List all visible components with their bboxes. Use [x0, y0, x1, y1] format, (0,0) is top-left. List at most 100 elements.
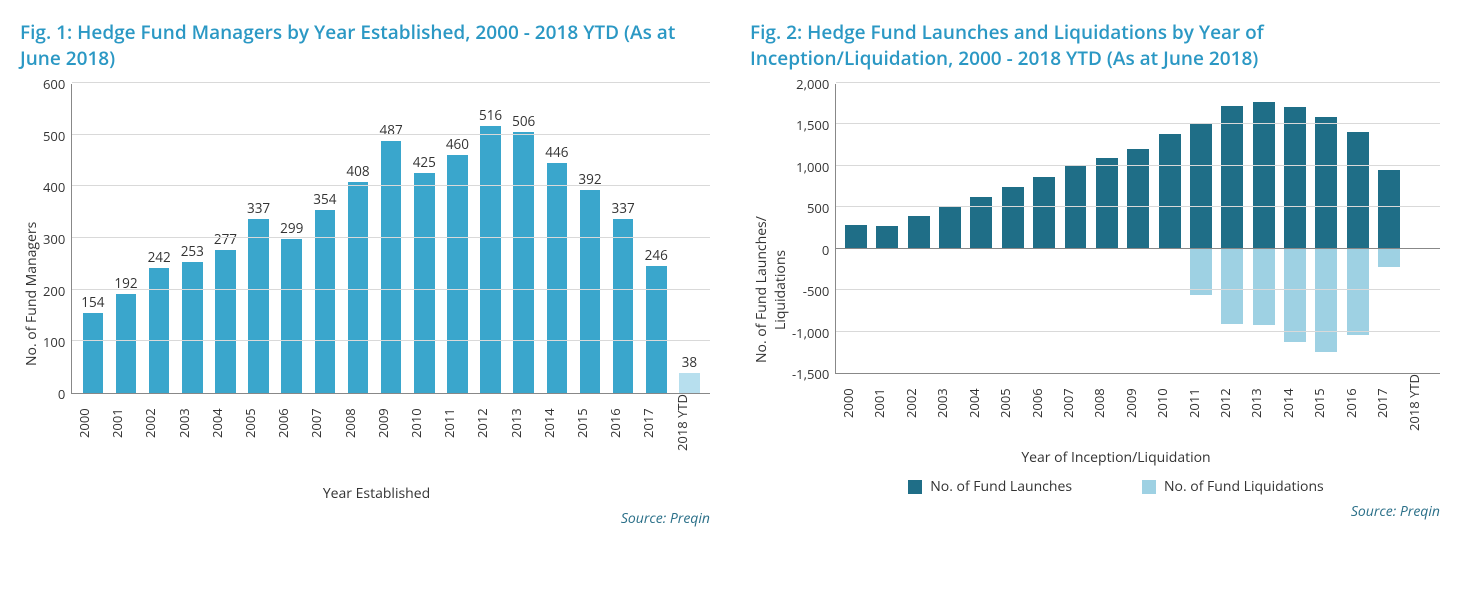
fig1-xtick: 2018 YTD [673, 394, 706, 456]
bar-slot: 299 [275, 84, 308, 393]
bar [116, 294, 137, 393]
fig2-body: No. of Fund Launches/ Liquidations 2,000… [750, 84, 1440, 496]
fig2-xtick: 2017 [1373, 374, 1404, 436]
liquidation-bar [1190, 249, 1212, 295]
fig2-ytick-spacer [792, 374, 835, 436]
bar-slot: 38 [673, 84, 706, 393]
fig1-ytick-spacer [43, 394, 71, 456]
launch-bar [1284, 107, 1306, 249]
gridline [72, 82, 710, 83]
bar-value-label: 253 [181, 242, 204, 260]
legend-swatch [908, 480, 922, 494]
gridline [72, 134, 710, 135]
bar-slot: 192 [109, 84, 142, 393]
fig2-source: Source: Preqin [750, 502, 1440, 521]
bar [215, 250, 236, 393]
fig1-xtick: 2016 [606, 394, 639, 456]
fig1-xtick: 2001 [108, 394, 141, 456]
launch-bar [1347, 132, 1369, 249]
bar [83, 313, 104, 393]
legend-label: No. of Fund Liquidations [1164, 477, 1324, 496]
legend-item: No. of Fund Liquidations [1142, 477, 1324, 496]
bar-value-label: 408 [346, 162, 369, 180]
fig2-yticks: 2,0001,5001,0005000-500-1,000-1,500 [792, 84, 835, 374]
fig2-xtick: 2004 [965, 374, 996, 436]
fig2-xtick: 2018 YTD [1405, 374, 1436, 436]
bar-value-label: 460 [446, 135, 469, 153]
charts-row: Fig. 1: Hedge Fund Managers by Year Esta… [20, 20, 1440, 528]
fig2-xtick: 2000 [839, 374, 870, 436]
launch-bar [970, 197, 992, 248]
legend-label: No. of Fund Launches [930, 477, 1072, 496]
fig2-ylabel: No. of Fund Launches/ Liquidations [750, 84, 792, 496]
liquidation-bar [1409, 249, 1431, 263]
liquidation-bar [1315, 249, 1337, 353]
bar [248, 219, 269, 393]
fig2-panel: Fig. 2: Hedge Fund Launches and Liquidat… [750, 20, 1440, 528]
bar [281, 239, 302, 393]
bar-slot: 392 [573, 84, 606, 393]
launch-bar [1002, 187, 1024, 249]
bar-value-label: 425 [413, 153, 436, 171]
bar-slot: 246 [640, 84, 673, 393]
fig2-xtick: 2006 [1028, 374, 1059, 436]
fig2-xtick: 2010 [1153, 374, 1184, 436]
fig1-plot-area: 1541922422532773372993544084874254605165… [71, 84, 710, 394]
gridline [836, 206, 1440, 207]
bar [547, 163, 568, 393]
bar-value-label: 516 [479, 106, 502, 124]
fig2-title: Fig. 2: Hedge Fund Launches and Liquidat… [750, 20, 1440, 74]
fig1-xtick: 2007 [307, 394, 340, 456]
fig1-panel: Fig. 1: Hedge Fund Managers by Year Esta… [20, 20, 710, 528]
fig1-xtick: 2006 [274, 394, 307, 456]
bar-value-label: 154 [81, 293, 104, 311]
launch-bar [1159, 134, 1181, 249]
fig1-xtick: 2014 [540, 394, 573, 456]
gridline [72, 237, 710, 238]
fig1-xtick: 2004 [208, 394, 241, 456]
bar-value-label: 354 [313, 190, 336, 208]
fig2-xlabel: Year of Inception/Liquidation [792, 448, 1440, 467]
fig1-body: No. of Fund Managers 6005004003002001000… [20, 84, 710, 503]
liquidation-bar [1284, 249, 1306, 342]
fig1-title: Fig. 1: Hedge Fund Managers by Year Esta… [20, 20, 710, 74]
launch-bar [1409, 233, 1431, 249]
fig2-xticks: 2000200120022003200420052006200720082009… [835, 374, 1440, 436]
bar-value-label: 38 [682, 353, 697, 371]
fig1-xtick: 2005 [241, 394, 274, 456]
launch-bar [1096, 158, 1118, 249]
bar-value-label: 337 [612, 199, 635, 217]
bar-value-label: 299 [280, 219, 303, 237]
bar-value-label: 337 [247, 199, 270, 217]
bar [580, 190, 601, 393]
launch-bar [1033, 177, 1055, 248]
fig2-legend: No. of Fund Launches No. of Fund Liquidat… [792, 477, 1440, 496]
fig1-xticks: 2000200120022003200420052006200720082009… [71, 394, 710, 456]
fig1-xtick: 2017 [639, 394, 672, 456]
bar-value-label: 446 [545, 143, 568, 161]
launch-bar [1315, 117, 1337, 249]
fig1-bars: 1541922422532773372993544084874254605165… [72, 84, 710, 393]
fig1-xtick: 2002 [141, 394, 174, 456]
fig1-xtick: 2012 [473, 394, 506, 456]
bar-slot: 460 [441, 84, 474, 393]
fig1-ylabel: No. of Fund Managers [20, 84, 43, 503]
fig1-xlabel: Year Established [43, 484, 710, 503]
liquidation-bar [1347, 249, 1369, 335]
bar-slot: 277 [209, 84, 242, 393]
fig1-xtick: 2013 [507, 394, 540, 456]
fig2-xtick: 2005 [996, 374, 1027, 436]
launch-bar [908, 216, 930, 248]
fig2-xtick: 2001 [870, 374, 901, 436]
bar-slot: 354 [308, 84, 341, 393]
fig2-plot-wrap: 2,0001,5001,0005000-500-1,000-1,500 2000… [792, 84, 1440, 496]
launch-bar [939, 207, 961, 248]
fig1-yticks: 6005004003002001000 [43, 84, 71, 394]
bar [381, 141, 402, 393]
gridline [836, 165, 1440, 166]
bar [348, 182, 369, 393]
bar-slot: 337 [607, 84, 640, 393]
bar [613, 219, 634, 393]
bar-slot: 506 [507, 84, 540, 393]
launch-bar [1190, 123, 1212, 249]
